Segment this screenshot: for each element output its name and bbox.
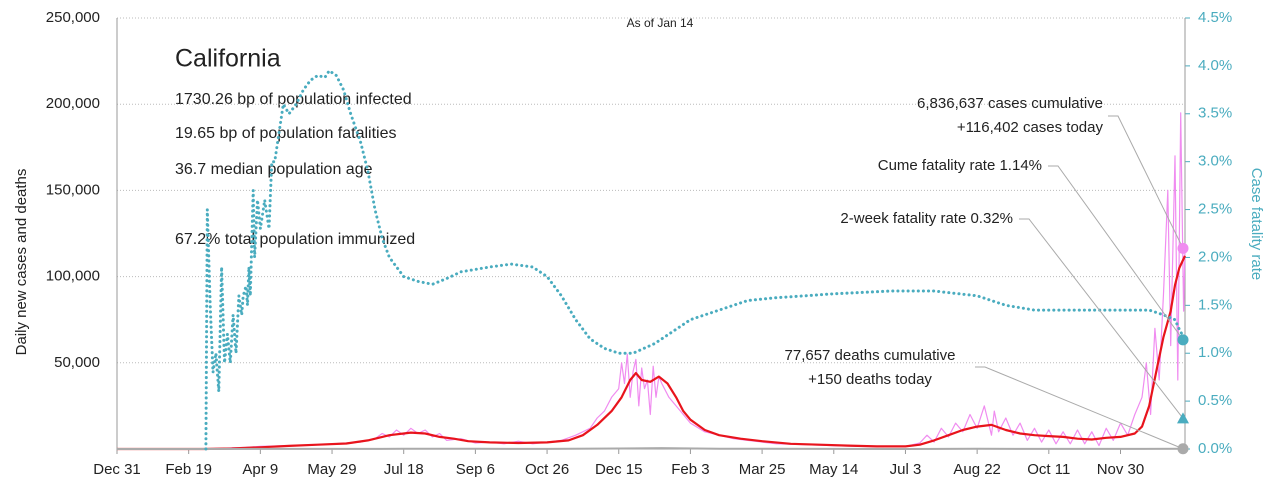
annotation-text: +150 deaths today [808,371,932,388]
info-line: 67.2% total population immunized [175,231,415,248]
chart-title: As of Jan 14 [627,16,694,30]
x-tick-label: Apr 9 [242,461,278,478]
leader-line [1019,218,1184,419]
x-tick-label: Nov 30 [1097,461,1145,478]
y-tick-label: 200,000 [46,95,100,112]
info-title: California [175,45,281,73]
y2-tick-label: 0.0% [1198,440,1232,457]
leader-line [975,366,1184,450]
series-line [117,255,1186,451]
x-tick-label: Feb 19 [165,461,212,478]
x-tick-label: May 14 [809,461,858,478]
y-tick-label: 100,000 [46,268,100,285]
series-line [204,69,1187,451]
y-tick-label: 250,000 [46,9,100,26]
y2-tick-label: 1.0% [1198,344,1232,361]
y-axis-label: Daily new cases and deaths [13,169,30,356]
y2-tick-label: 3.5% [1198,105,1232,122]
info-line: 1730.26 bp of population infected [175,91,412,108]
x-tick-label: May 29 [307,461,356,478]
annotation-text: +116,402 cases today [957,119,1104,136]
annotation-text: 6,836,637 cases cumulative [917,95,1103,112]
annotation-marker [1177,412,1189,424]
annotation-text: 2-week fatality rate 0.32% [840,210,1013,227]
y-tick-label: 50,000 [54,354,100,371]
x-tick-label: Dec 31 [93,461,141,478]
x-tick-label: Jul 3 [890,461,922,478]
y2-tick-label: 0.5% [1198,392,1232,409]
x-tick-label: Mar 25 [739,461,786,478]
annotation-marker [1177,443,1189,455]
x-tick-label: Feb 3 [671,461,709,478]
y2-tick-label: 2.0% [1198,248,1232,265]
annotation-text: Cume fatality rate 1.14% [878,157,1042,174]
y-tick-label: 150,000 [46,181,100,198]
x-tick-label: Oct 11 [1027,461,1070,478]
y2-tick-label: 1.5% [1198,296,1232,313]
x-tick-label: Sep 6 [456,461,495,478]
leader-line [1108,115,1184,249]
info-line: 36.7 median population age [175,161,373,178]
series-line [117,447,1186,450]
annotation-marker [1177,242,1189,254]
x-tick-label: Oct 26 [525,461,569,478]
x-tick-label: Dec 15 [595,461,643,478]
info-line: 19.65 bp of population fatalities [175,125,397,142]
annotation-marker [1177,334,1189,346]
x-tick-label: Jul 18 [384,461,424,478]
x-tick-label: Aug 22 [953,461,1001,478]
leader-line [1048,165,1184,341]
y2-tick-label: 2.5% [1198,201,1232,218]
annotation-text: 77,657 deaths cumulative [785,347,956,364]
y2-tick-label: 4.0% [1198,57,1232,74]
y2-tick-label: 4.5% [1198,9,1232,26]
y2-tick-label: 3.0% [1198,153,1232,170]
y2-axis-label: Case fatality rate [1248,168,1265,281]
